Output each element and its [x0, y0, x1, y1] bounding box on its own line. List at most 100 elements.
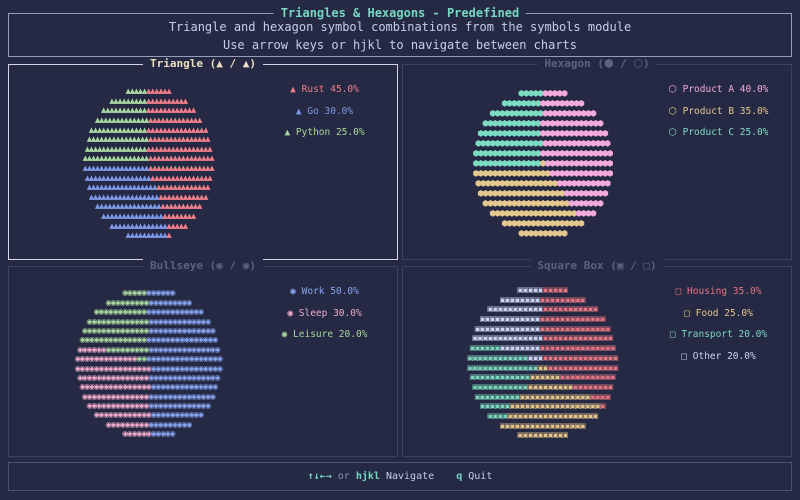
pie-segment-run: ▣▣▣▣▣▣▣▣▣▣▣▣▣▣▣▣▣▣	[506, 411, 599, 420]
pie-segment-run: ▣▣▣▣▣▣▣▣▣▣▣▣▣▣	[539, 324, 611, 333]
pie-segment-run: ▲▲▲▲▲▲▲▲▲▲▲▲	[145, 106, 196, 115]
legend-marker-icon: ◉	[290, 286, 302, 297]
pie-segment-run: ▣▣▣▣▣▣▣▣▣▣▣	[559, 373, 617, 382]
legend-label: Rust 45.0%	[301, 84, 359, 95]
pie-segment-run: ▣▣▣▣▣▣▣▣▣▣▣	[486, 305, 544, 314]
pie-segment-run: ⬢⬢⬢⬢⬢⬢⬢⬢⬢⬢⬢⬢⬢⬢	[475, 139, 544, 148]
pie-row: ⬢⬢⬢⬢⬢⬢⬢⬢⬢⬢⬢⬢⬢⬢⬢⬢⬢⬢⬢⬢⬢⬢⬢⬢⬢⬢⬢⬢	[473, 139, 612, 149]
pie-segment-run: ⬢⬢⬢⬢⬢⬢⬢⬢⬢⬢⬢⬢⬢⬢	[539, 129, 609, 138]
pie-segment-run: ◉◉◉◉◉◉◉◉◉◉◉◉◉	[147, 401, 211, 411]
pie-segment-run: ▣▣▣▣▣▣▣▣▣	[474, 392, 521, 401]
pie-segment-run: ◉◉◉◉◉◉◉◉◉◉◉◉◉◉◉	[147, 344, 221, 354]
pie-segment-run: ⬢⬢⬢⬢⬢⬢⬢	[568, 199, 604, 208]
pie-segment-run: ◉◉◉◉◉◉◉◉◉◉◉◉	[145, 307, 205, 317]
pie-segment-run: ▲▲▲▲▲▲▲▲▲▲▲▲▲▲▲▲	[148, 154, 215, 163]
pie-segment-run: ▲▲▲▲▲▲▲▲▲▲▲▲▲▲▲▲	[84, 173, 152, 182]
pie-segment-run: ◉◉◉◉◉◉◉◉◉◉◉◉◉◉◉	[150, 363, 223, 373]
pie-segment-run: ⬢⬢⬢⬢⬢⬢⬢⬢⬢⬢⬢⬢⬢⬢	[541, 139, 611, 148]
pie-segment-run: ▣▣▣▣▣▣▣▣▣▣▣▣▣▣	[542, 334, 614, 343]
pie-segment-run: ▣▣▣▣▣▣	[529, 373, 561, 382]
pie-row: ⬢⬢⬢⬢⬢⬢⬢⬢⬢⬢⬢⬢⬢⬢⬢⬢⬢⬢⬢⬢⬢⬢⬢⬢⬢⬢⬢	[473, 189, 612, 199]
pie-segment-run: ▲▲▲▲▲▲▲▲▲▲	[160, 202, 202, 211]
pie-row: ▣▣▣▣▣▣▣▣▣▣▣▣▣▣▣▣▣▣▣▣▣▣	[467, 412, 617, 422]
pie-segment-run: ⬢⬢⬢⬢⬢⬢⬢⬢⬢	[563, 189, 609, 198]
pie-row: ▣▣▣▣▣▣▣▣▣▣▣▣▣▣▣▣▣▣▣▣▣▣▣▣▣▣▣	[467, 393, 617, 403]
pie-row: ▣▣▣▣▣▣▣▣▣▣▣▣▣▣▣▣▣▣▣▣▣▣▣▣▣▣▣	[467, 325, 617, 335]
pie-segment-run: ▲▲▲▲▲▲▲▲▲▲▲▲▲▲▲▲	[145, 144, 213, 153]
pie-segment-run: ▣▣▣▣▣▣▣▣▣	[539, 295, 587, 304]
pie-segment-run: ▲▲▲▲▲▲▲▲▲▲▲▲▲▲	[109, 221, 167, 230]
pie-segment-run: ⬢⬢⬢⬢⬢⬢⬢⬢⬢⬢⬢⬢⬢	[549, 169, 613, 178]
pie-row: ⬢⬢⬢⬢⬢⬢⬢⬢⬢⬢⬢⬢⬢⬢⬢⬢⬢	[473, 219, 612, 229]
pie-row: ▣▣▣▣▣▣▣▣▣▣▣▣▣▣▣▣▣▣▣▣▣▣▣▣▣▣▣▣	[467, 383, 617, 393]
legend-item: ⬡ Product B 35.0%	[669, 105, 769, 118]
pie-segment-run: ▣▣▣▣▣▣▣▣▣▣▣▣▣	[474, 324, 541, 333]
legend-marker-icon: □	[684, 307, 696, 319]
pie-row: ▣▣▣▣▣▣▣▣▣▣▣▣▣▣▣▣▣▣▣▣▣▣	[467, 305, 617, 315]
pie-segment-run: ▣▣▣▣▣▣▣▣▣▣▣▣▣▣	[519, 392, 591, 401]
pie-chart-hexagon: ⬢⬢⬢⬢⬢⬢⬢⬢⬢⬢ ⬢⬢⬢⬢⬢⬢⬢⬢⬢⬢⬢⬢⬢⬢⬢⬢⬢ ⬢⬢⬢⬢⬢⬢⬢⬢⬢⬢⬢⬢⬢…	[433, 75, 651, 253]
pie-segment-run: ⬢⬢⬢⬢⬢	[541, 89, 568, 98]
pie-row: ◉◉◉◉◉◉◉◉◉◉◉◉◉◉◉◉◉◉◉◉◉◉◉◉◉◉	[74, 401, 221, 410]
pie-segment-run: ⬢⬢⬢⬢⬢⬢⬢⬢⬢	[539, 99, 585, 108]
panel-hexagon[interactable]: Hexagon (⬢ / ⬡) ⬢⬢⬢⬢⬢⬢⬢⬢⬢⬢ ⬢⬢⬢⬢⬢⬢⬢⬢⬢⬢⬢⬢⬢⬢…	[402, 57, 792, 260]
pie-segment-run: ▲▲▲▲▲▲▲▲▲▲▲▲▲▲▲▲	[82, 164, 150, 172]
legend-label: Leisure 20.0%	[293, 329, 368, 340]
pie-row: ▣▣▣▣▣▣▣▣▣▣▣▣▣▣▣▣▣▣▣▣▣▣▣▣▣	[467, 315, 617, 325]
pie-row: ◉◉◉◉◉◉◉◉◉◉◉◉◉◉◉◉◉◉◉◉◉◉◉◉◉◉◉◉◉◉◉	[74, 354, 224, 364]
pie-segment-run: ▲▲▲▲▲▲▲▲▲▲▲▲▲▲▲	[86, 135, 150, 144]
panel-bullseye[interactable]: Bullseye (◉ / ◉) ◉◉◉◉◉◉◉◉◉◉◉ ◉◉◉◉◉◉◉◉◉◉◉◉…	[8, 259, 398, 457]
pie-segment-run: ◉◉◉◉◉◉◉◉◉◉◉◉◉	[147, 316, 211, 326]
pie-segment-run: ▲▲▲▲▲▲▲▲▲▲▲▲▲▲▲▲	[94, 202, 162, 211]
pie-row: ⬢⬢⬢⬢⬢⬢⬢⬢⬢⬢⬢⬢⬢⬢⬢⬢⬢⬢⬢⬢⬢⬢⬢⬢⬢	[473, 199, 612, 209]
pie-row: ⬢⬢⬢⬢⬢⬢⬢⬢⬢⬢⬢⬢⬢⬢⬢⬢⬢⬢⬢⬢⬢⬢⬢⬢⬢	[473, 119, 612, 129]
quit-label: Quit	[468, 471, 493, 482]
pie-segment-run: ▲▲▲▲▲	[166, 221, 188, 230]
pie-segment-run: ▣▣	[536, 363, 549, 372]
pie-row: ▲▲▲▲▲▲▲▲▲▲▲	[83, 231, 214, 241]
panel-square-box[interactable]: Square Box (▣ / □) ▣▣▣▣▣▣▣▣▣▣ ▣▣▣▣▣▣▣▣▣▣▣…	[402, 259, 792, 457]
pie-segment-run: ▣▣▣	[526, 353, 544, 362]
pie-row: ⬢⬢⬢⬢⬢⬢⬢⬢⬢⬢⬢⬢⬢⬢⬢⬢⬢⬢⬢⬢⬢⬢⬢⬢⬢⬢⬢⬢	[473, 179, 612, 189]
legend-item: ◉ Work 50.0%	[290, 285, 359, 298]
pie-segment-run: ◉◉◉◉◉	[150, 429, 176, 439]
pie-segment-run: ▲▲▲▲▲▲▲▲▲▲▲▲▲	[156, 183, 210, 192]
pie-segment-run: ▲▲▲▲▲▲▲▲▲▲▲▲▲▲▲▲▲	[88, 192, 160, 201]
pie-segment-run: ⬢⬢⬢⬢⬢	[518, 89, 544, 98]
pie-segment-run: ▲▲▲▲▲▲▲▲▲▲▲▲▲▲▲	[150, 173, 213, 182]
legend-marker-icon: □	[675, 286, 688, 297]
pie-row: ▲▲▲▲▲▲▲▲▲▲▲▲▲▲▲▲▲▲▲▲▲▲▲▲▲▲	[83, 116, 214, 126]
pie-segment-run: ◉◉◉◉◉◉◉◉◉◉◉◉◉◉◉◉	[145, 354, 224, 364]
pie-row: ▣▣▣▣▣▣▣▣▣▣▣▣▣▣▣▣▣▣▣▣▣▣▣▣▣▣▣▣▣	[467, 373, 617, 383]
pie-segment-run: ▣▣▣▣▣▣▣▣▣▣▣▣▣▣▣▣▣	[499, 421, 586, 430]
pie-row: ▣▣▣▣▣▣▣▣▣▣▣▣▣▣▣▣▣▣▣▣▣▣▣▣▣▣▣▣▣▣	[467, 363, 619, 374]
pie-chart-square-box: ▣▣▣▣▣▣▣▣▣▣ ▣▣▣▣▣▣▣▣▣▣▣▣▣▣▣▣▣ ▣▣▣▣▣▣▣▣▣▣▣▣▣…	[433, 277, 651, 450]
pie-row: ◉◉◉◉◉◉◉◉◉◉◉◉◉◉◉◉◉◉◉◉◉◉◉◉◉◉◉◉◉◉	[74, 373, 221, 382]
pie-segment-run: ◉◉◉◉◉◉◉◉◉◉◉◉	[93, 410, 152, 420]
pie-segment-run: ◉◉◉◉◉◉	[76, 344, 107, 354]
pie-row: ▲▲▲▲▲▲▲▲▲▲▲▲▲▲▲▲▲▲▲▲▲▲▲▲▲▲▲▲▲▲	[83, 183, 214, 193]
legend-label: Housing 35.0%	[687, 286, 762, 297]
pie-segment-run: ▣▣▣▣	[486, 411, 509, 420]
legend-item: ⬡ Product C 25.0%	[669, 126, 769, 139]
pie-row: ◉◉◉◉◉◉◉◉◉◉◉◉◉◉◉◉◉◉◉◉◉◉◉◉◉◉◉◉	[74, 392, 221, 401]
legend-item: ⬡ Product A 40.0%	[669, 83, 769, 96]
pie-segment-run: ◉◉◉◉◉◉◉◉◉◉◉	[150, 410, 204, 420]
pie-segment-run: ▲▲▲▲▲▲▲▲▲▲▲▲▲▲▲	[148, 135, 211, 144]
legend-label: Sleep 30.0%	[298, 307, 362, 319]
pie-segment-run: ▲▲▲▲▲▲▲▲▲▲▲▲▲▲▲	[84, 144, 148, 153]
pie-row: ◉◉◉◉◉◉◉◉◉◉◉◉◉◉◉◉◉◉◉◉◉◉◉◉◉◉◉◉◉◉◉	[74, 363, 223, 373]
pie-row: ▲▲▲▲▲▲▲▲▲▲▲▲▲▲▲▲▲▲▲▲▲▲▲▲▲▲	[83, 202, 214, 212]
pie-segment-run: ◉◉◉◉◉◉◉◉◉◉◉◉◉◉◉	[76, 372, 150, 382]
pie-row: ▲▲▲▲▲▲▲▲▲▲▲▲▲▲▲▲▲▲▲▲▲▲▲▲▲▲▲▲▲▲▲	[83, 145, 214, 155]
legend-item: ◉ Leisure 20.0%	[282, 328, 368, 341]
pie-segment-run: ⬢⬢⬢⬢⬢⬢⬢⬢	[501, 99, 541, 108]
pie-segment-run: ▣▣▣▣▣▣▣▣▣▣▣▣▣	[539, 315, 606, 324]
pie-row: ◉◉◉◉◉◉◉◉◉◉◉◉◉◉◉◉◉◉◉◉◉◉◉◉◉◉◉◉	[74, 326, 221, 335]
pie-segment-run: ▣▣▣▣▣▣	[469, 344, 501, 353]
pie-segment-run: ◉◉◉◉◉◉◉◉◉	[147, 419, 192, 429]
pie-segment-run: ▲▲▲▲▲▲▲▲▲▲▲▲▲	[148, 116, 202, 125]
panel-triangle[interactable]: Triangle (▲ / ▲) ▲▲▲▲▲▲▲▲▲▲▲ ▲▲▲▲▲▲▲▲▲▲▲▲…	[8, 57, 398, 260]
pie-chart-bullseye: ◉◉◉◉◉◉◉◉◉◉◉ ◉◉◉◉◉◉◉◉◉◉◉◉◉◉◉◉◉◉ ◉◉◉◉◉◉◉◉◉◉◉…	[39, 277, 257, 450]
pie-segment-run: ◉◉◉◉◉◉◉◉◉◉◉◉◉◉	[81, 325, 150, 335]
